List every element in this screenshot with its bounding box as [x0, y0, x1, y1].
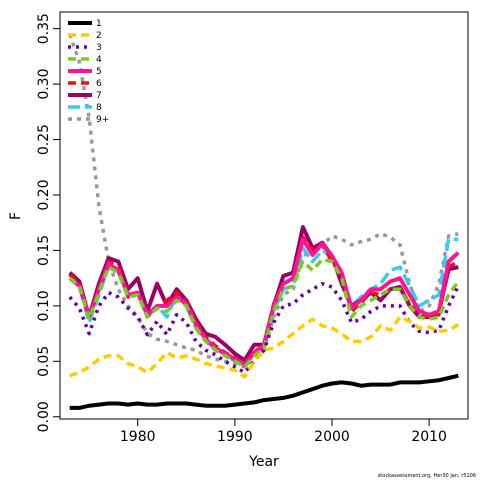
footer-credit: stockassessment.org, Her30 Jan, r5106 — [378, 473, 476, 479]
y-tick-label: 0.35 — [36, 13, 52, 44]
y-tick-label: 0.00 — [36, 401, 52, 432]
series-line-4 — [68, 257, 460, 369]
x-tick-label: 2000 — [314, 429, 350, 445]
legend-label: 4 — [96, 55, 102, 65]
legend-label: 8 — [96, 103, 102, 113]
y-tick-label: 0.10 — [36, 290, 52, 321]
series-line-9plus — [68, 33, 459, 369]
series-line-1 — [69, 373, 459, 410]
legend-label: 6 — [96, 79, 102, 89]
x-axis-title: Year — [248, 454, 279, 470]
legend: 1 2 3 4 5 6 7 8 9+ — [68, 19, 109, 125]
x-tick-label: 1980 — [120, 429, 156, 445]
y-tick-label: 0.20 — [36, 179, 52, 210]
legend-label: 1 — [96, 19, 102, 29]
plot-frame — [59, 11, 469, 420]
y-tick-label: 0.15 — [36, 235, 52, 266]
y-axis-title: F — [8, 212, 24, 220]
x-tick-label: 1990 — [217, 429, 253, 445]
y-tick-label: 0.25 — [36, 124, 52, 155]
y-tick-label: 0.30 — [36, 68, 52, 99]
x-tick-label: 2010 — [411, 429, 447, 445]
legend-label: 7 — [96, 91, 102, 101]
legend-label: 5 — [96, 67, 102, 77]
legend-label: 3 — [96, 43, 102, 53]
legend-label: 9+ — [96, 115, 109, 125]
series-lines — [68, 33, 460, 410]
y-tick-label: 0.05 — [36, 346, 52, 377]
axes: 1980 1990 2000 2010 0.00 0.05 0.10 0.15 0.20 0.25… — [36, 13, 447, 445]
series-line-3 — [68, 281, 460, 375]
legend-label: 2 — [96, 31, 102, 41]
